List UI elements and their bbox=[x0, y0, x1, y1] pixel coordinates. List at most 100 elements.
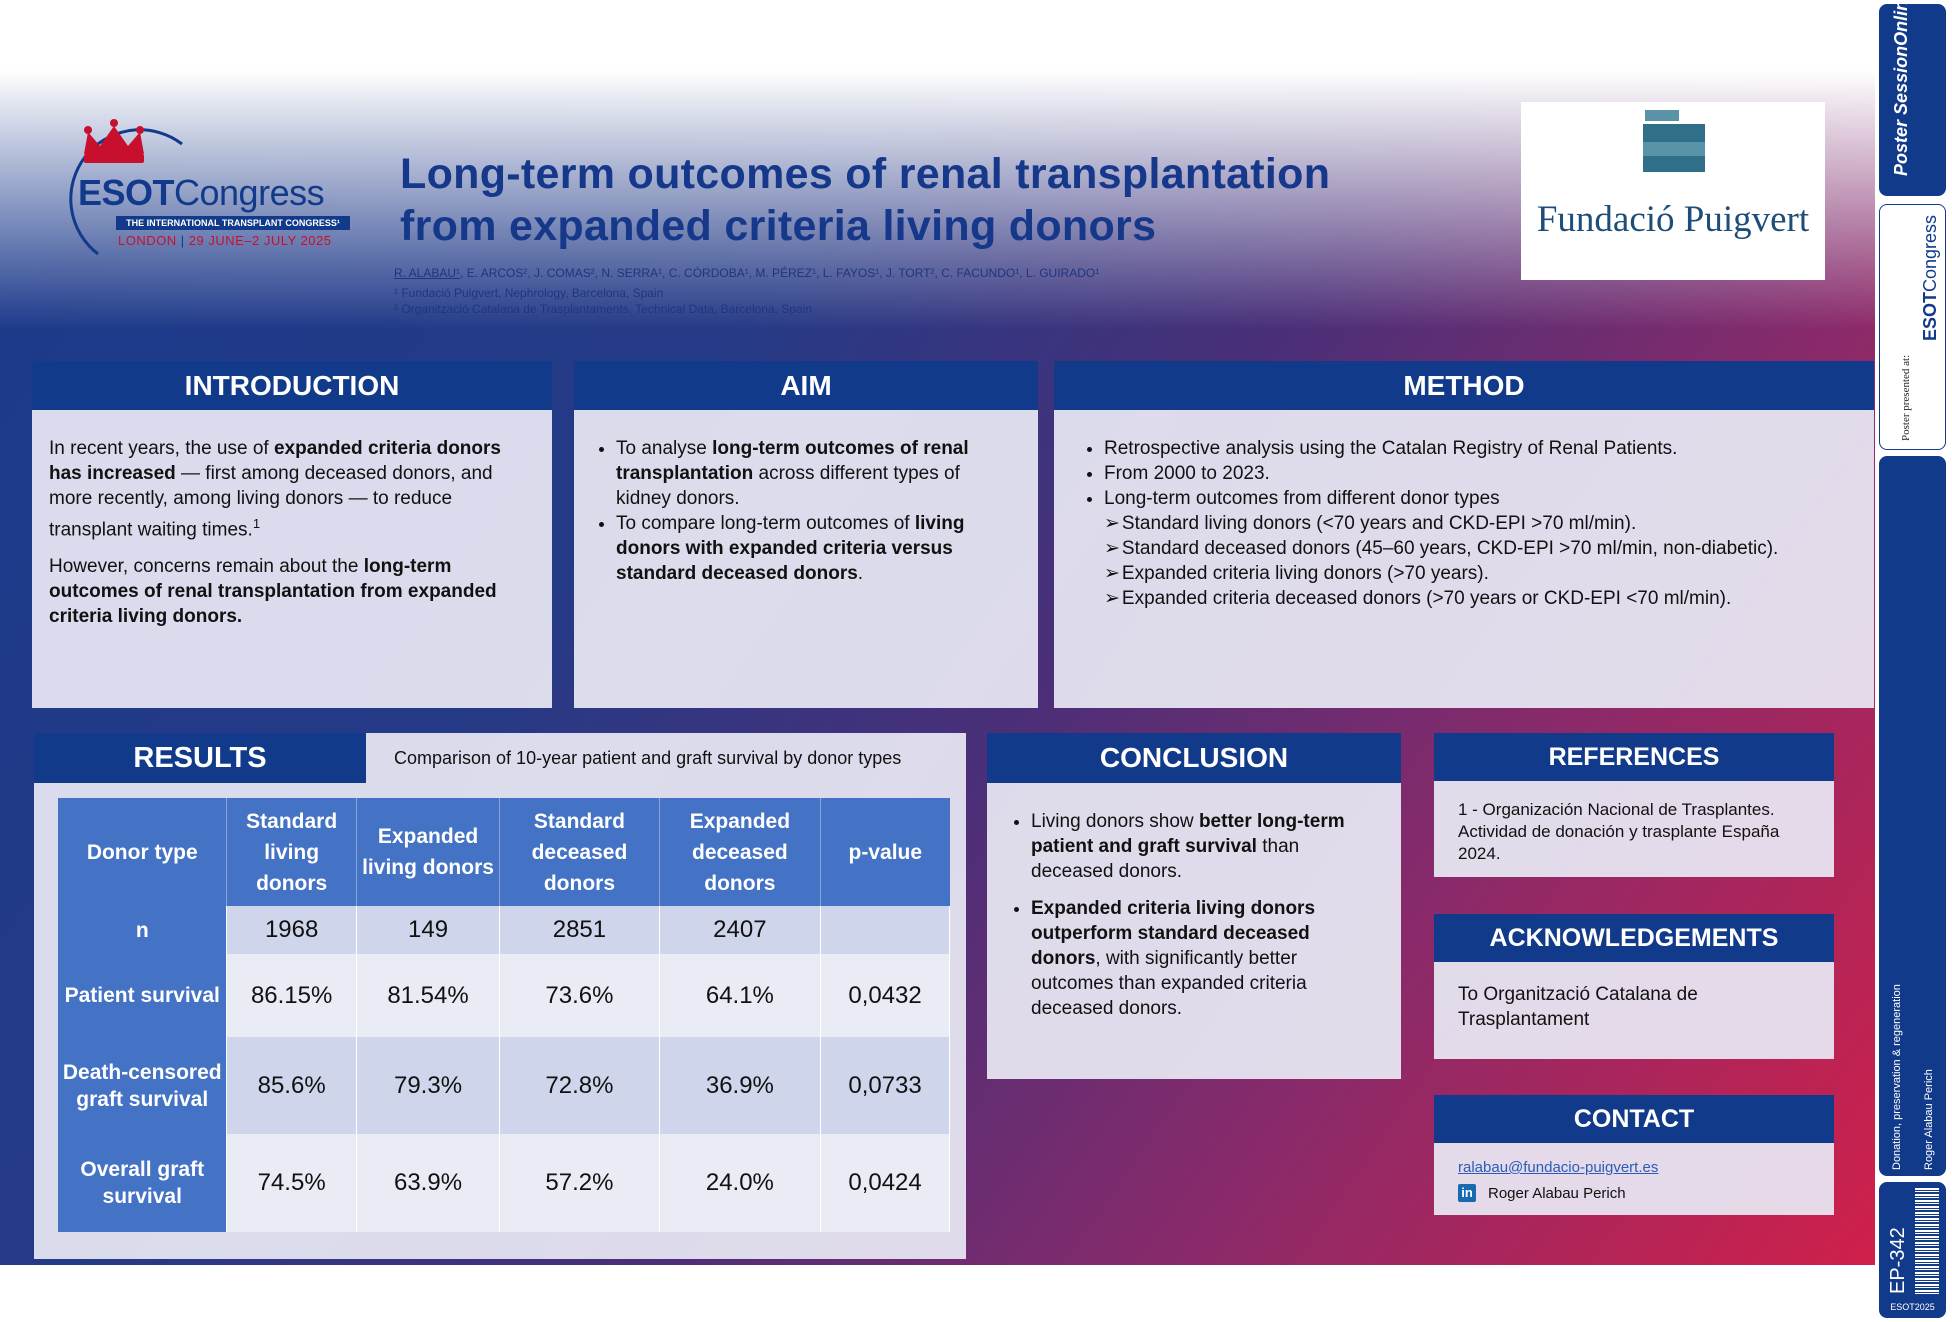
acknowledgements-heading: ACKNOWLEDGEMENTS bbox=[1434, 914, 1834, 962]
poster-session-online-brand: Poster SessionOnline bbox=[1879, 0, 1946, 196]
crown-icon bbox=[84, 119, 144, 163]
barcode-icon bbox=[1915, 1188, 1939, 1296]
method-heading: METHOD bbox=[1054, 361, 1874, 410]
acknowledgements-panel: ACKNOWLEDGEMENTS To Organització Catalan… bbox=[1434, 914, 1834, 1059]
affiliation-2: ² Organització Catalana de Trasplantamen… bbox=[394, 302, 813, 316]
coauthors: , E. ARCOS², J. COMAS², N. SERRA¹, C. CÓ… bbox=[460, 266, 1100, 280]
table-cell: 149 bbox=[356, 906, 501, 954]
table-header: Standard living donors bbox=[226, 798, 357, 906]
introduction-paragraph-1: In recent years, the use of expanded cri… bbox=[49, 438, 501, 541]
table-cell: 57.2% bbox=[499, 1134, 660, 1232]
aim-bullet-2: To compare long-term outcomes of living … bbox=[616, 511, 1014, 586]
table-cell: 63.9% bbox=[356, 1134, 501, 1232]
table-row: Patient survival 86.15% 81.54% 73.6% 64.… bbox=[58, 954, 950, 1037]
sidebar-topic: Donation, preservation & regeneration bbox=[1891, 984, 1903, 1170]
sidebar-details: Donation, preservation & regeneration Ro… bbox=[1879, 456, 1946, 1176]
esot-congress-logo: ESOTCongress THE INTERNATIONAL TRANSPLAN… bbox=[46, 106, 356, 256]
table-cell: 24.0% bbox=[659, 1134, 822, 1232]
method-bullet: Retrospective analysis using the Catalan… bbox=[1104, 436, 1864, 461]
introduction-paragraph-2: However, concerns remain about the long-… bbox=[49, 556, 497, 628]
table-cell bbox=[820, 906, 950, 954]
row-label: Patient survival bbox=[58, 954, 228, 1037]
first-author: R. ALABAU¹ bbox=[394, 266, 461, 280]
conclusion-heading: CONCLUSION bbox=[987, 733, 1401, 783]
conclusion-bullet-2: Expanded criteria living donors outperfo… bbox=[1031, 896, 1383, 1021]
brand-poster: Poster bbox=[1891, 119, 1911, 176]
results-caption: Comparison of 10-year patient and graft … bbox=[394, 748, 902, 768]
method-donor-type: Expanded criteria deceased donors (>70 y… bbox=[1104, 586, 1864, 611]
table-header: Expanded living donors bbox=[356, 798, 501, 906]
sidebar-congress-bold: ESOT bbox=[1920, 291, 1940, 341]
brand-session-online: SessionOnline bbox=[1891, 0, 1911, 115]
table-row: Death-censored graft survival 85.6% 79.3… bbox=[58, 1037, 950, 1134]
table-header: p-value bbox=[820, 798, 950, 906]
table-cell: 2851 bbox=[499, 906, 660, 954]
table-cell: 2407 bbox=[659, 906, 822, 954]
method-bullet: From 2000 to 2023. bbox=[1104, 461, 1864, 486]
acknowledgements-text: To Organització Catalana de Trasplantame… bbox=[1458, 984, 1698, 1030]
method-panel: METHOD Retrospective analysis using the … bbox=[1054, 361, 1874, 708]
table-cell: 81.54% bbox=[356, 954, 501, 1037]
table-header: Donor type bbox=[58, 798, 228, 906]
contact-email-link[interactable]: ralabau@fundacio-puigvert.es bbox=[1458, 1159, 1659, 1176]
row-label: n bbox=[58, 906, 228, 954]
method-bullet: Long-term outcomes from different donor … bbox=[1104, 486, 1864, 511]
event-code: ESOT2025 bbox=[1890, 1302, 1935, 1312]
congress-name-bold: ESOT bbox=[78, 172, 175, 213]
sidebar-presenter: Roger Alabau Perich bbox=[1923, 1069, 1935, 1170]
row-label: Overall graft survival bbox=[58, 1134, 228, 1232]
table-cell: 86.15% bbox=[226, 954, 357, 1037]
references-heading: REFERENCES bbox=[1434, 733, 1834, 781]
table-cell: 36.9% bbox=[659, 1037, 822, 1134]
poster-id: EP-342 bbox=[1887, 1227, 1909, 1294]
reference-item: 1 - Organización Nacional de Trasplantes… bbox=[1458, 800, 1780, 863]
aim-bullet-1: To analyse long-term outcomes of renal t… bbox=[616, 436, 1014, 511]
poster-title: Long-term outcomes of renal transplantat… bbox=[400, 148, 1480, 252]
results-table: Donor type Standard living donors Expand… bbox=[58, 798, 950, 1232]
table-header: Expanded deceased donors bbox=[659, 798, 822, 906]
affiliation-1: ¹ Fundació Puigvert, Nephrology, Barcelo… bbox=[394, 286, 664, 300]
congress-city: LONDON bbox=[118, 233, 177, 248]
table-header: Standard deceased donors bbox=[499, 798, 660, 906]
results-heading: RESULTS bbox=[34, 733, 366, 783]
fundacio-puigvert-logo: Fundació Puigvert bbox=[1521, 102, 1825, 280]
table-cell: 64.1% bbox=[659, 954, 822, 1037]
contact-panel: CONTACT ralabau@fundacio-puigvert.es in … bbox=[1434, 1095, 1834, 1215]
row-label: Death-censored graft survival bbox=[58, 1037, 228, 1134]
sidebar-poster-id: EP-342 ESOT2025 bbox=[1879, 1182, 1946, 1318]
presented-at-label: Poster presented at: bbox=[1900, 354, 1912, 441]
table-cell: 79.3% bbox=[356, 1037, 501, 1134]
references-panel: REFERENCES 1 - Organización Nacional de … bbox=[1434, 733, 1834, 877]
congress-tagline: THE INTERNATIONAL TRANSPLANT CONGRESS¹ bbox=[116, 216, 350, 230]
table-row: n 1968 149 2851 2407 bbox=[58, 906, 950, 954]
poster: ESOTCongress THE INTERNATIONAL TRANSPLAN… bbox=[0, 0, 1875, 1265]
aim-heading: AIM bbox=[574, 361, 1038, 410]
table-cell: 0,0733 bbox=[820, 1037, 950, 1134]
table-cell: 74.5% bbox=[226, 1134, 357, 1232]
introduction-panel: INTRODUCTION In recent years, the use of… bbox=[32, 361, 552, 708]
method-donor-type: Expanded criteria living donors (>70 yea… bbox=[1104, 561, 1864, 586]
title-line-1: Long-term outcomes of renal transplantat… bbox=[400, 150, 1331, 198]
conclusion-panel: CONCLUSION Living donors show better lon… bbox=[987, 733, 1401, 1079]
linkedin-icon[interactable]: in bbox=[1458, 1184, 1476, 1202]
table-cell: 0,0424 bbox=[820, 1134, 950, 1232]
table-cell: 1968 bbox=[226, 906, 357, 954]
table-header-row: Donor type Standard living donors Expand… bbox=[58, 798, 950, 906]
table-cell: 72.8% bbox=[499, 1037, 660, 1134]
congress-name-light: Congress bbox=[174, 172, 325, 213]
introduction-heading: INTRODUCTION bbox=[32, 361, 552, 410]
linkedin-name: Roger Alabau Perich bbox=[1488, 1184, 1626, 1202]
conclusion-bullet-1: Living donors show better long-term pati… bbox=[1031, 809, 1383, 884]
method-donor-type: Standard living donors (<70 years and CK… bbox=[1104, 511, 1864, 536]
table-cell: 73.6% bbox=[499, 954, 660, 1037]
contact-heading: CONTACT bbox=[1434, 1095, 1834, 1143]
congress-dates: 29 JUNE–2 JULY 2025 bbox=[188, 233, 332, 248]
puigvert-emblem-icon bbox=[1643, 110, 1705, 172]
table-cell: 85.6% bbox=[226, 1037, 357, 1134]
table-row: Overall graft survival 74.5% 63.9% 57.2%… bbox=[58, 1134, 950, 1232]
author-list: R. ALABAU¹, E. ARCOS², J. COMAS², N. SER… bbox=[394, 266, 1099, 280]
presented-at-box: Poster presented at: ESOTCongress bbox=[1879, 204, 1946, 450]
table-cell: 0,0432 bbox=[820, 954, 950, 1037]
title-line-2: from expanded criteria living donors bbox=[400, 202, 1157, 250]
method-donor-type: Standard deceased donors (45–60 years, C… bbox=[1104, 536, 1864, 561]
